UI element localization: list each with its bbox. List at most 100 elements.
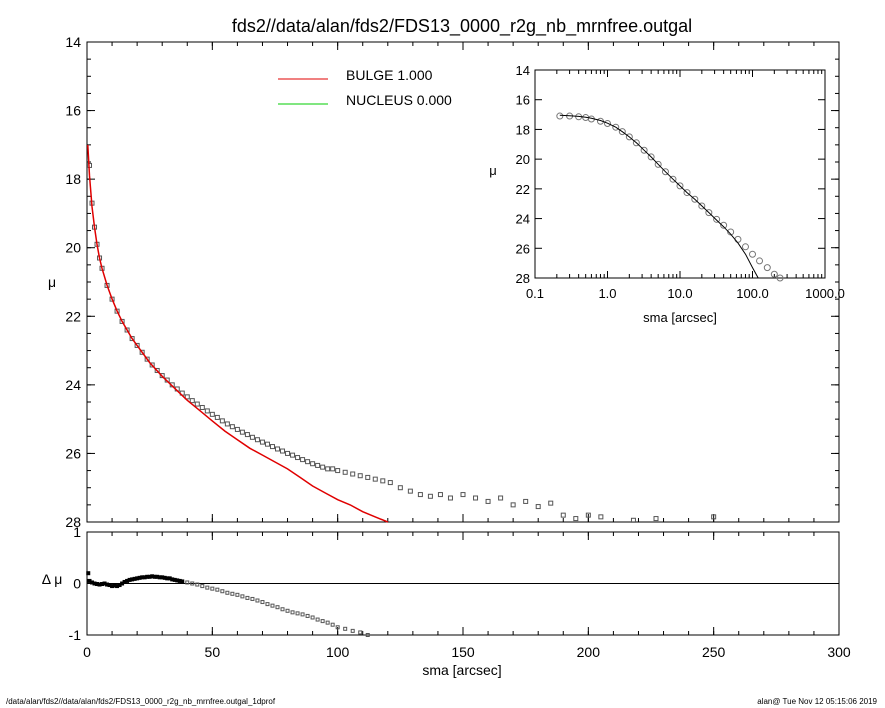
residual-data-point xyxy=(162,575,167,580)
residual-data-point xyxy=(117,583,122,588)
residual-data-point xyxy=(165,576,170,581)
residual-data-point xyxy=(152,574,157,579)
main-data-point xyxy=(510,502,516,508)
main-data-point xyxy=(427,493,433,499)
main-data-point xyxy=(310,461,316,467)
residual-data-point xyxy=(350,628,355,633)
bulge-model-line xyxy=(87,144,389,523)
residual-data-point xyxy=(160,575,165,580)
residual-x-tick-label: 300 xyxy=(827,644,851,660)
main-data-point xyxy=(630,517,636,523)
inset-data-point xyxy=(640,146,648,154)
residual-data-point xyxy=(140,575,145,580)
inset-data-point xyxy=(604,119,611,127)
residual-data-point xyxy=(330,622,335,627)
inset-x-axis-label: sma [arcsec] xyxy=(643,310,717,325)
residual-data-point xyxy=(230,591,235,596)
inset-data-point xyxy=(776,274,784,282)
residual-data-point xyxy=(125,578,130,583)
residual-y-tick-label: 1 xyxy=(73,524,81,540)
main-data-points xyxy=(87,162,717,523)
residual-data-point xyxy=(190,581,195,586)
main-y-tick-label: 18 xyxy=(65,171,81,187)
residual-data-point xyxy=(95,582,100,587)
main-y-tick-label: 22 xyxy=(65,308,81,324)
legend-nucleus-label: NUCLEUS 0.000 xyxy=(346,92,452,108)
inset-y-tick-label: 28 xyxy=(516,271,530,286)
residual-data-point xyxy=(280,607,285,612)
inset-x-tick-label: 0.1 xyxy=(526,286,544,301)
residual-panel: 0 50 100 150 200 250 300-101 Δ μ sma [arcsec] xyxy=(42,524,851,678)
residual-data-point xyxy=(343,626,348,631)
main-data-point xyxy=(129,336,135,342)
inset-data-point xyxy=(676,182,684,190)
residual-data-point xyxy=(255,598,260,603)
residual-data-point xyxy=(365,633,370,637)
inset-y-tick-label: 16 xyxy=(516,93,530,108)
inset-x-tick-label: 100.0 xyxy=(736,286,769,301)
main-y-tick-label: 16 xyxy=(65,103,81,119)
main-data-point xyxy=(285,450,291,456)
main-data-point xyxy=(447,495,453,501)
main-data-point xyxy=(560,512,566,518)
residual-data-point xyxy=(107,583,112,588)
footer-file-path: /data/alan/fds2//data/alan/fds2/FDS13_00… xyxy=(6,697,276,706)
main-data-point xyxy=(523,498,529,504)
main-data-point xyxy=(305,459,311,465)
residual-x-tick-label: 200 xyxy=(577,644,601,660)
main-data-point xyxy=(397,485,403,491)
main-data-point xyxy=(473,495,479,501)
main-data-point xyxy=(711,514,717,520)
inset-y-tick-label: 18 xyxy=(516,122,530,137)
main-data-point xyxy=(194,401,200,407)
residual-data-point xyxy=(270,603,275,608)
residual-data-point xyxy=(335,625,340,630)
main-data-point xyxy=(357,473,363,479)
main-data-point xyxy=(234,426,240,432)
main-data-point xyxy=(585,512,591,518)
main-axis-ticks: 14 16 18 20 22 24 26 28 xyxy=(65,34,840,530)
residual-data-point xyxy=(215,587,220,592)
main-data-point xyxy=(535,504,541,510)
main-data-point xyxy=(372,476,378,482)
residual-data-point xyxy=(100,582,105,587)
main-data-point xyxy=(204,408,210,414)
main-data-point xyxy=(280,448,286,454)
residual-data-point xyxy=(290,610,295,615)
residual-data-point xyxy=(145,574,150,579)
residual-x-tick-label: 250 xyxy=(702,644,726,660)
main-data-point xyxy=(320,464,326,470)
inset-data-point xyxy=(770,270,778,278)
inset-y-tick-label: 22 xyxy=(516,182,530,197)
inset-x-tick-label: 1.0 xyxy=(598,286,616,301)
main-data-point xyxy=(350,471,356,477)
residual-data-point xyxy=(110,584,115,589)
inset-axis-ticks: 0.1 1.0 10.0 100.0 1000.0 14 16 18 20 22 24 26 28 xyxy=(516,63,845,301)
main-y-tick-label: 14 xyxy=(65,34,81,50)
residual-data-point xyxy=(157,575,162,580)
residual-data-point xyxy=(135,576,140,581)
residual-data-point xyxy=(240,594,245,599)
inset-data-point xyxy=(756,257,764,265)
residual-data-point xyxy=(167,576,172,581)
inset-data-point xyxy=(749,250,756,258)
residual-data-point xyxy=(195,582,200,587)
main-data-point xyxy=(119,318,125,324)
inset-data-point xyxy=(632,139,640,147)
main-data-point xyxy=(365,474,371,480)
inset-data-point xyxy=(612,123,620,131)
inset-data-point xyxy=(618,128,626,136)
residual-data-point xyxy=(90,580,95,585)
inset-model-line xyxy=(559,114,759,279)
main-data-point xyxy=(264,441,270,447)
main-data-point xyxy=(229,424,235,430)
residual-data-point xyxy=(120,581,125,586)
inset-data-point xyxy=(713,215,721,223)
residual-data-point xyxy=(155,574,160,579)
residual-data-point xyxy=(185,580,190,585)
main-data-point xyxy=(330,466,336,472)
legend-bulge-label: BULGE 1.000 xyxy=(346,67,433,83)
residual-data-point xyxy=(115,584,120,589)
inset-data-point xyxy=(661,168,669,176)
